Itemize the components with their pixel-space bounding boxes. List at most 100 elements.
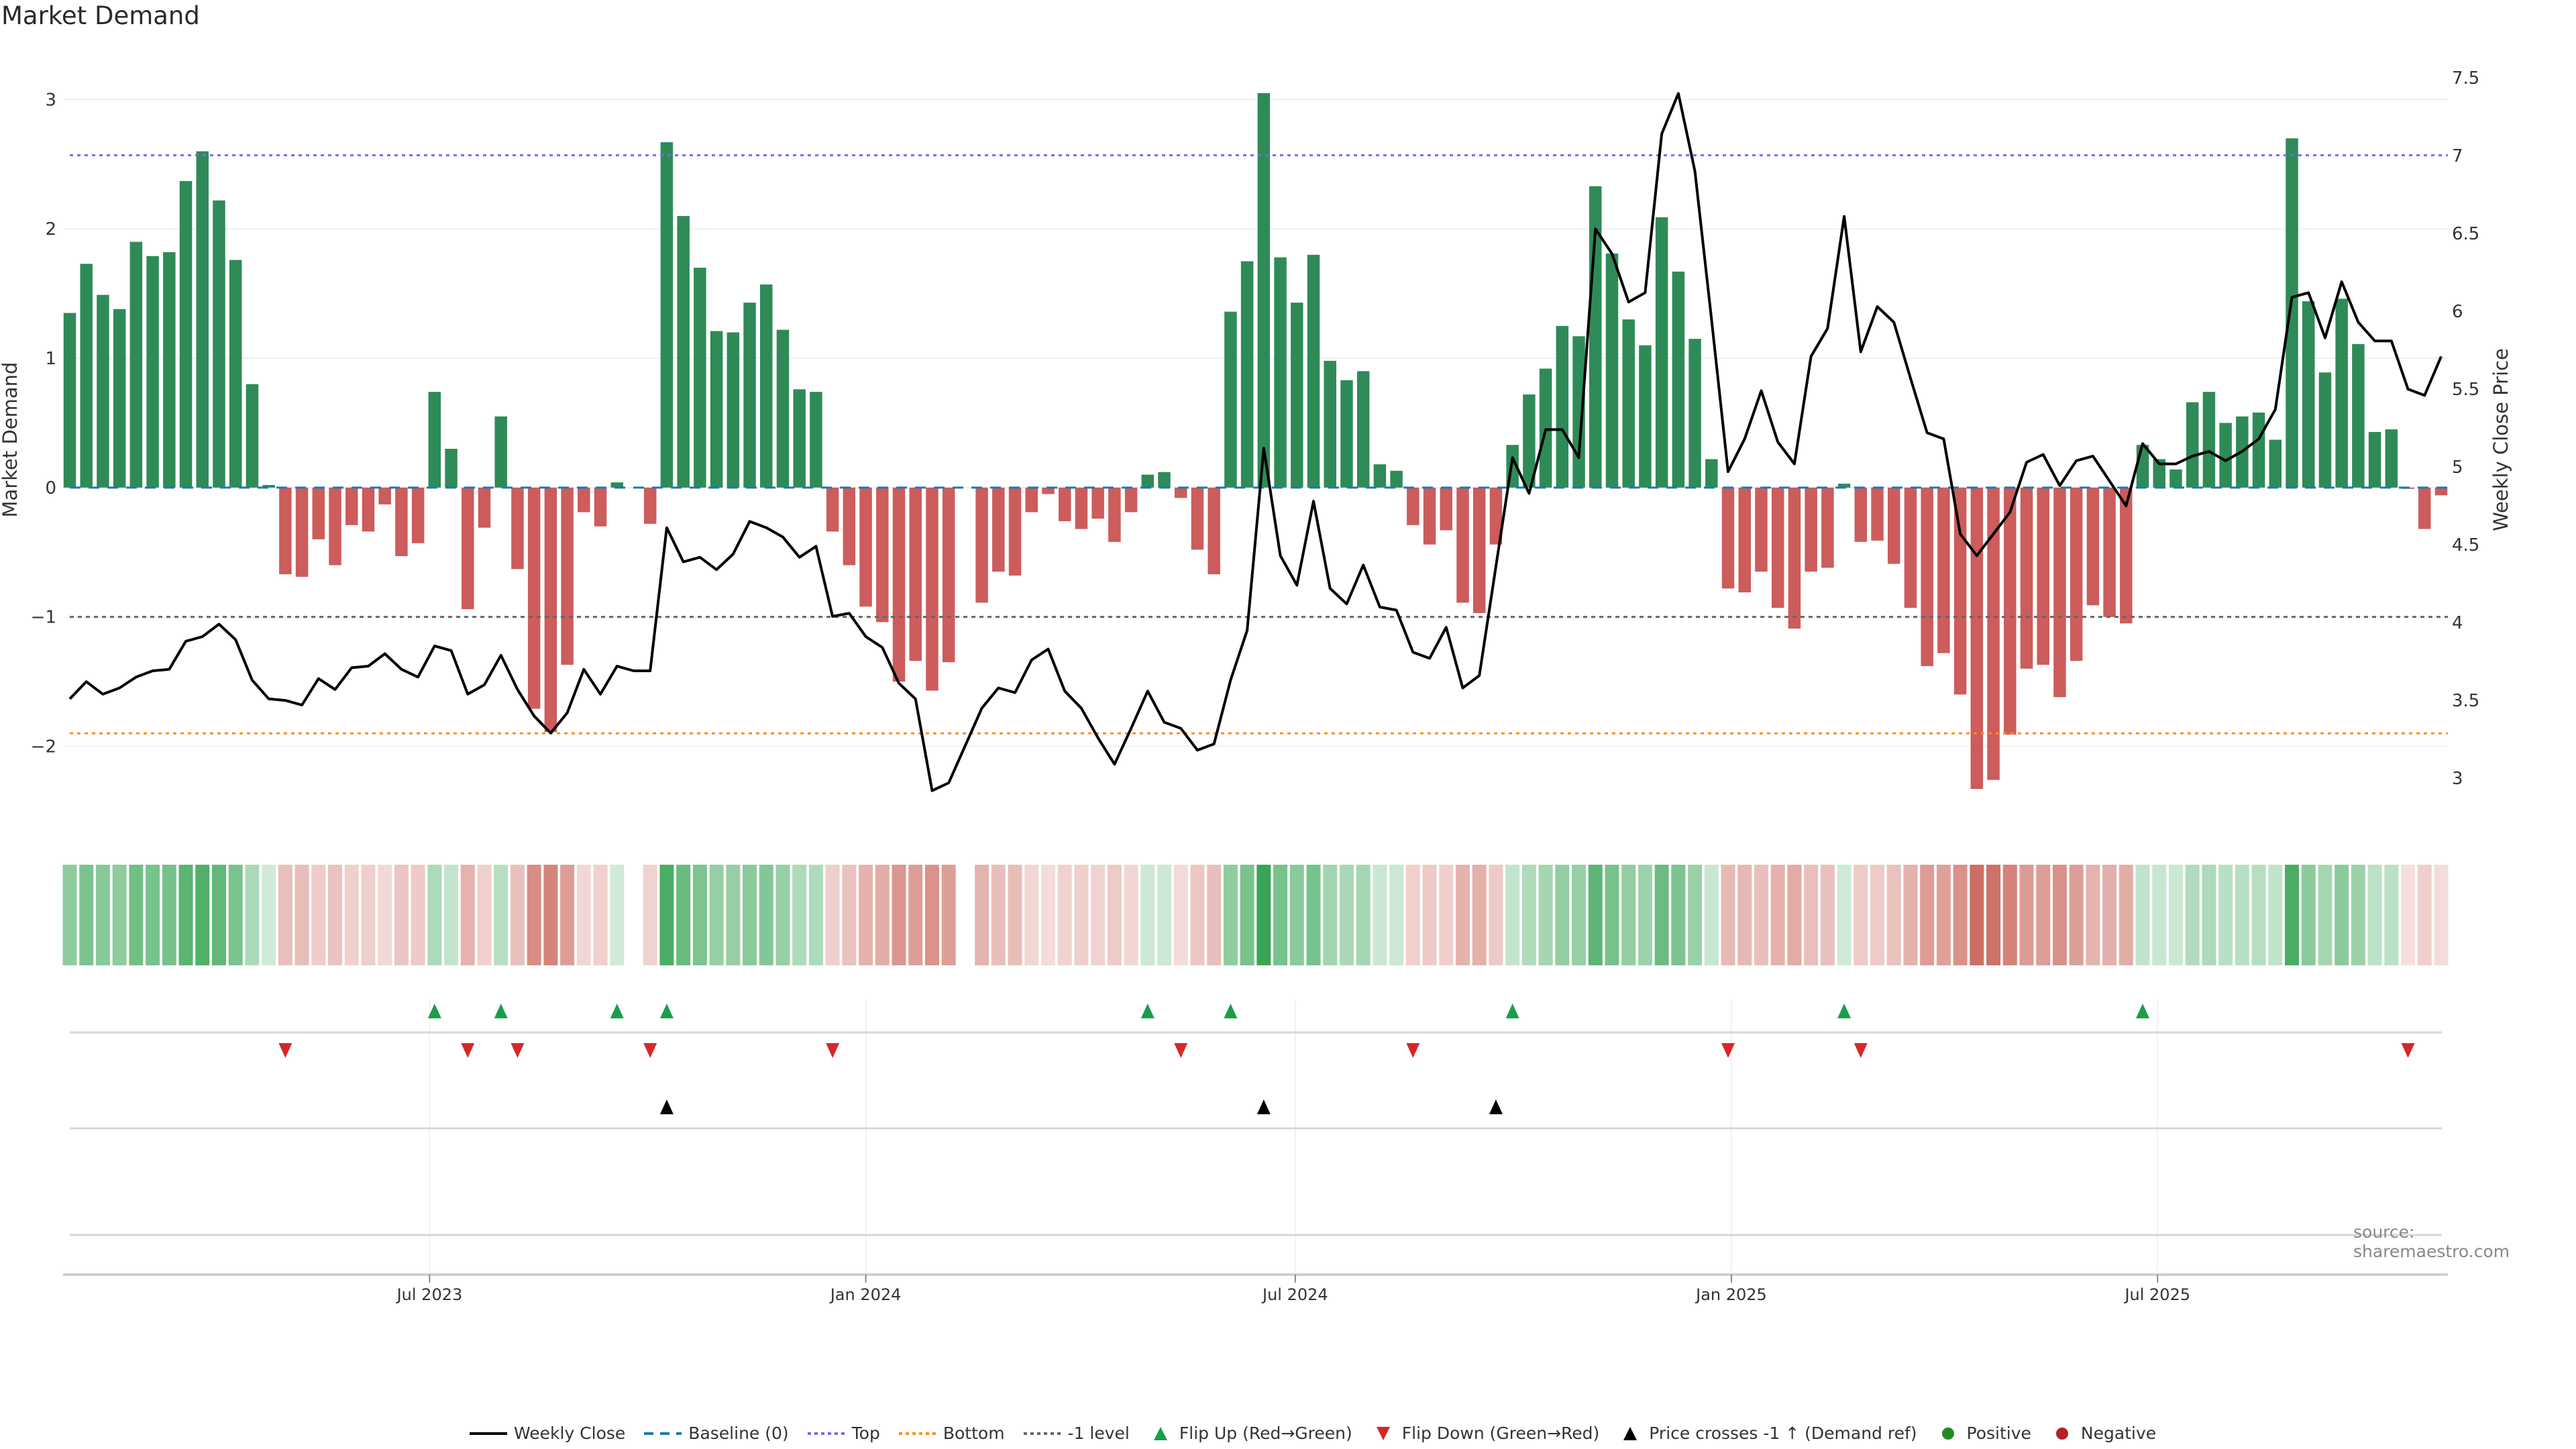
heatmap-cell [1240,865,1254,965]
legend-item-positive: Positive [1936,1424,2031,1443]
positive-bar [1390,470,1403,488]
legend-item-flip-up: Flip Up (Red→Green) [1148,1424,1352,1443]
event-markers [70,1000,2442,1271]
negative-bar [594,487,607,527]
y-tick-label: 0 [45,478,56,498]
heatmap-cell [1405,865,1420,965]
heatmap-cell [1207,865,1222,965]
negative-bar [295,487,309,577]
heatmap-cell [2052,865,2067,965]
negative-bar [859,487,872,607]
heatmap-cell [1572,865,1587,965]
positive-bar [1655,217,1668,488]
source-label: source: sharemaestro.com [2353,1222,2510,1261]
positive-bar [660,142,674,488]
negative-bar [2020,487,2033,669]
positive-bar [2202,392,2216,488]
negative-bar [1472,487,1486,613]
positive-bar [262,484,275,488]
baseline-legend-icon [644,1432,682,1435]
y2-tick-label: 5 [2452,458,2463,478]
negative-bar [1407,487,1419,525]
heatmap-cell [1787,865,1802,965]
y2-tick-label: 7 [2452,146,2463,166]
legend-item-weekly-close: Weekly Close [470,1424,625,1443]
positive-bar [1356,371,1370,488]
negative-bar [1721,487,1735,589]
negative-bar [826,487,839,532]
heatmap-cell [859,865,873,965]
positive-bar [97,294,109,488]
positive-bar [760,284,773,488]
heatmap-cell [228,865,243,965]
heatmap-cell [659,865,674,965]
negative-bar [1075,487,1088,529]
heatmap-cell [178,865,193,965]
negative-bar [511,487,524,570]
positive-bar [2368,431,2381,488]
heatmap-cell [195,865,210,965]
negative-bar [1904,487,1917,608]
heatmap-cell [1903,865,1918,965]
heatmap-cell [908,865,923,965]
flip-up-marker [1505,1004,1519,1018]
positive-bar [1556,325,1569,488]
legend-label: Flip Down (Green→Red) [1401,1424,1600,1443]
heatmap-cell [79,865,94,965]
positive-bar [1274,257,1287,488]
heatmap-cell [692,865,707,965]
negative-bar [578,487,590,513]
heatmap-cell [112,865,127,965]
heatmap-cell [941,865,956,965]
positive-legend-icon [1941,1427,1954,1440]
flip-down-marker [2401,1043,2415,1058]
positive-bar [2153,459,2166,488]
positive-bar [213,200,225,488]
heatmap-cell [427,865,442,965]
positive-bar [1307,254,1320,488]
heatmap-cell [1024,865,1039,965]
negative-bar [1987,487,2000,780]
weekly-close-line [68,92,2443,792]
heatmap-cell [2334,865,2349,965]
negative-bar [1108,487,1121,542]
heatmap-cell [560,865,575,965]
y-axis-title: Market Demand [0,362,21,518]
heatmap-cell [2168,865,2183,965]
negative-bar [2120,487,2133,624]
heatmap-cell [62,865,77,965]
negative-bar [1937,487,1950,653]
positive-bar [793,389,806,488]
legend-label: Positive [1966,1424,2031,1443]
heatmap-cell [1422,865,1437,965]
positive-bar [445,448,458,488]
minus-one-legend-icon [1023,1432,1061,1435]
heatmap-cell [2301,865,2316,965]
heatmap-cell [1986,865,2001,965]
negative-bar [926,487,938,691]
heatmap-cell [1820,865,1835,965]
flip-down-marker [826,1043,840,1058]
heatmap-cell [643,865,657,965]
positive-bar [1705,459,1718,488]
heatmap-cell [2417,865,2432,965]
legend-item-price-cross: Price crosses -1 ↑ (Demand ref) [1618,1424,1917,1443]
heatmap-cell [1970,865,1984,965]
y2-tick-label: 6 [2452,302,2463,322]
heatmap-cell [278,865,292,965]
heatmap-cell [1505,865,1520,965]
heatmap-cell [294,865,309,965]
negative-bar [1042,487,1055,494]
flip-up-marker [1837,1004,1851,1018]
y-tick-label: −1 [31,608,56,628]
positive-bar [163,252,176,488]
flip-up-marker [1140,1004,1155,1018]
negative-bar [1953,487,1967,695]
heatmap-cell [1770,865,1785,965]
negative-bar [2086,487,2100,606]
negative-bar [1970,487,1984,790]
axes: −2 −1 0 1 2 3 3 3.5 4 4.5 5 5.5 6 6.5 7 7.5 Market Deman… [0,68,2512,789]
positive-bar [677,215,690,488]
heatmap-cell [1339,865,1354,965]
negative-bar [1755,487,1768,572]
